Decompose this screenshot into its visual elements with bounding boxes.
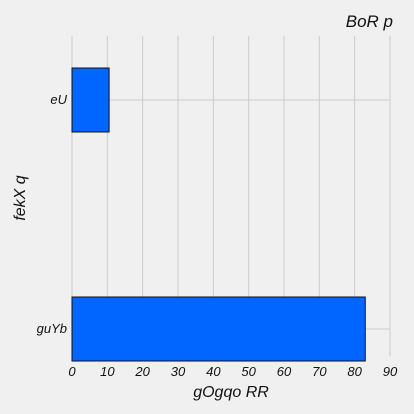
y-axis-label: fekX q — [12, 175, 29, 220]
x-tick-label: 60 — [277, 364, 292, 379]
x-tick-label: 50 — [241, 364, 256, 379]
x-tick-label: 90 — [383, 364, 398, 379]
y-tick-label: guYb — [37, 321, 67, 336]
x-tick-label: 80 — [347, 364, 362, 379]
x-tick-label: 40 — [206, 364, 221, 379]
x-axis-label: gOgqo RR — [193, 384, 269, 401]
x-tick-label: 0 — [68, 364, 76, 379]
x-tick-label: 10 — [100, 364, 115, 379]
x-tick-labels: 0 10 20 30 40 50 60 70 80 90 — [68, 364, 398, 379]
bars — [71, 67, 366, 362]
y-tick-label: eU — [50, 92, 67, 107]
bar — [71, 296, 366, 362]
x-tick-label: 20 — [134, 364, 150, 379]
x-tick-label: 70 — [312, 364, 327, 379]
x-tick-label: 30 — [171, 364, 186, 379]
bar — [71, 67, 110, 133]
y-tick-labels: eU guYb — [37, 92, 68, 336]
chart-title: BoR p — [346, 12, 393, 31]
